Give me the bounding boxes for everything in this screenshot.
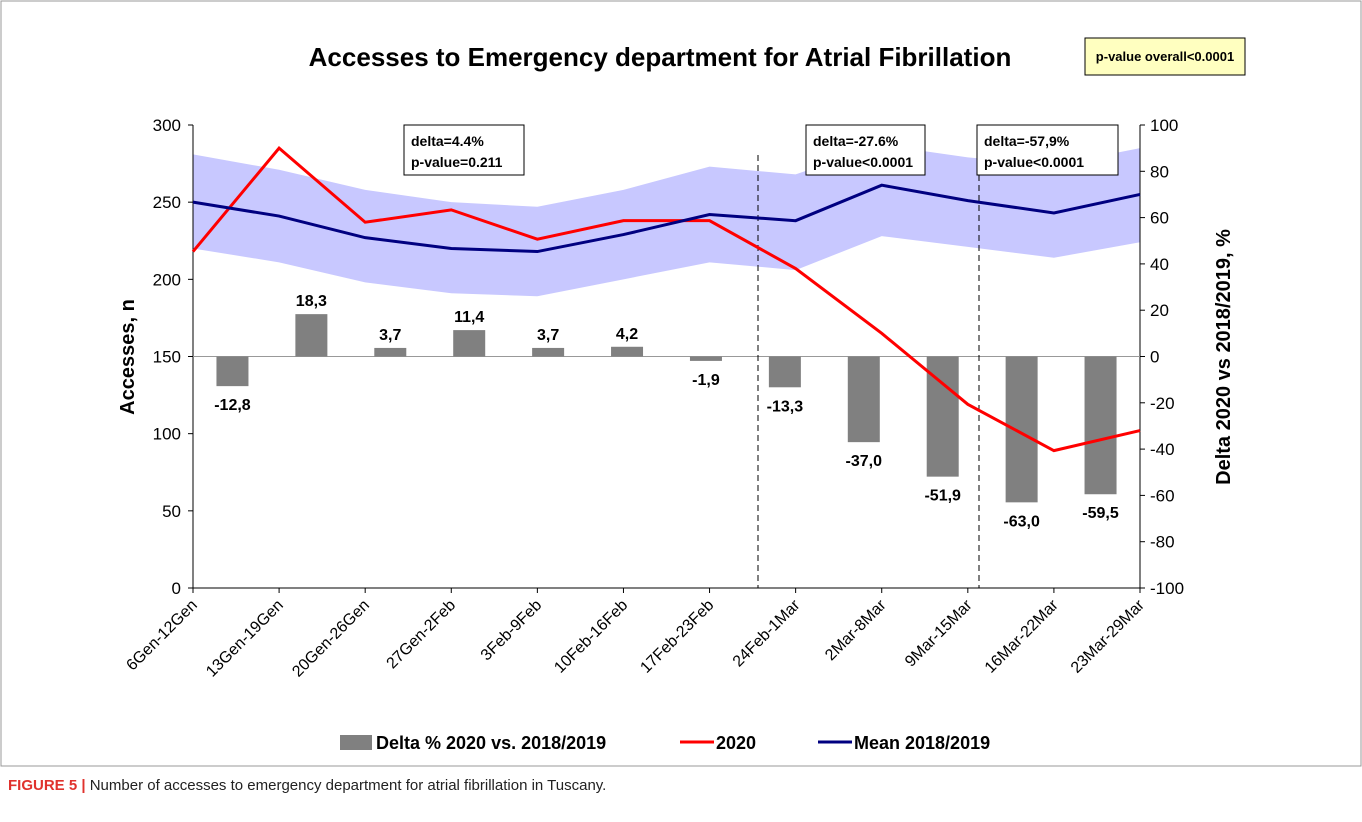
- legend-label: 2020: [716, 733, 756, 753]
- bar: [1084, 356, 1117, 495]
- y-tick-label: 0: [172, 579, 181, 598]
- bar: [847, 356, 880, 443]
- y-tick-label: 50: [162, 502, 181, 521]
- line: [191, 146, 1141, 453]
- annotation-text: delta=-57,9%: [984, 133, 1070, 149]
- bar-label: -13,3: [767, 398, 804, 415]
- y2-tick-label: 60: [1150, 209, 1169, 228]
- bar: [295, 314, 328, 357]
- caption-label: FIGURE 5 |: [8, 777, 86, 794]
- overall-text: p-value overall<0.0001: [1096, 49, 1234, 64]
- annotation-text: delta=-27.6%: [813, 133, 899, 149]
- line: [192, 183, 1141, 254]
- y2-tick-label: 40: [1150, 255, 1169, 274]
- y2-tick-label: -100: [1150, 579, 1184, 598]
- y-tick-label: 100: [153, 425, 181, 444]
- bar-label: -63,0: [1003, 513, 1040, 530]
- y-axis-label: Accesses, n: [117, 299, 139, 415]
- bar-label: 11,4: [454, 309, 484, 326]
- bar: [216, 356, 249, 387]
- annotation-box: [403, 124, 525, 176]
- bar-label: -51,9: [924, 488, 961, 505]
- annotation-box: [805, 124, 926, 176]
- y2-tick-label: -60: [1150, 486, 1175, 505]
- bar: [768, 356, 801, 388]
- caption: FIGURE 5 | Number of accesses to emergen…: [8, 777, 606, 794]
- bar-label: -59,5: [1082, 505, 1119, 522]
- y2-tick-label: -80: [1150, 533, 1175, 552]
- bar: [374, 347, 407, 357]
- overall-box: [1084, 37, 1246, 76]
- legend-label: Mean 2018/2019: [854, 733, 990, 753]
- y-tick-label: 250: [153, 193, 181, 212]
- y-tick-label: 300: [153, 116, 181, 135]
- annotation-box: [976, 124, 1119, 176]
- annotation-text: p-value<0.0001: [813, 154, 913, 170]
- bar: [453, 330, 486, 357]
- legend-label: Delta % 2020 vs. 2018/2019: [376, 733, 606, 753]
- y2-tick-label: 100: [1150, 116, 1178, 135]
- bar-label: 3,7: [379, 327, 401, 344]
- y2-tick-label: 20: [1150, 301, 1169, 320]
- annotation-text: p-value<0.0001: [984, 154, 1084, 170]
- bar-label: -1,9: [692, 372, 720, 389]
- bar-label: 18,3: [296, 293, 327, 310]
- caption-text: Number of accesses to emergency departme…: [86, 777, 607, 794]
- bar: [1005, 356, 1038, 503]
- bar-label: -12,8: [214, 397, 251, 414]
- chart-title: Accesses to Emergency department for Atr…: [309, 42, 1012, 72]
- bar-label: -37,0: [846, 453, 883, 470]
- bar-label: 3,7: [537, 327, 559, 344]
- bar: [611, 346, 644, 357]
- annotation-text: delta=4.4%: [411, 133, 484, 149]
- y2-tick-label: -20: [1150, 394, 1175, 413]
- y2-tick-label: 80: [1150, 162, 1169, 181]
- bar-label: 4,2: [616, 326, 638, 343]
- y2-tick-label: -40: [1150, 440, 1175, 459]
- annotation-text: p-value=0.211: [411, 154, 503, 170]
- bar: [532, 347, 565, 357]
- legend-swatch: [340, 735, 372, 750]
- y2-tick-label: 0: [1150, 348, 1159, 367]
- y-tick-label: 150: [153, 348, 181, 367]
- bar: [689, 356, 722, 361]
- y-tick-label: 200: [153, 270, 181, 289]
- y2-axis-label: Delta 2020 vs 2018/2019, %: [1213, 229, 1235, 485]
